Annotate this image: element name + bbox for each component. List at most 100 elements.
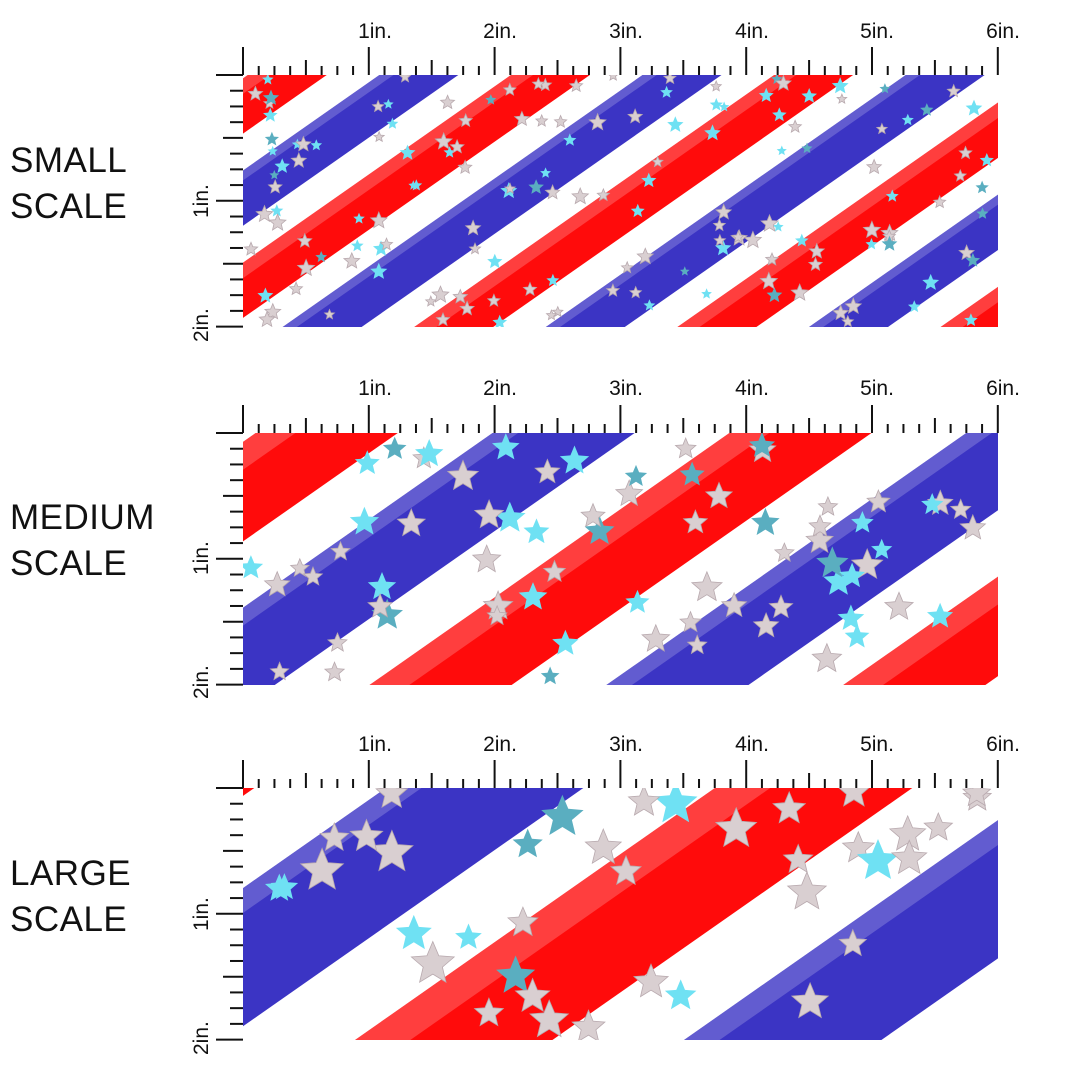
scale-label-line2: SCALE: [10, 187, 128, 226]
star-light-blue-icon: [844, 623, 870, 648]
star-light-blue-icon: [518, 582, 548, 610]
star-glitter-icon: [268, 213, 287, 231]
star-teal-icon: [382, 436, 407, 459]
star-light-blue-icon: [257, 287, 274, 303]
panel-large-scale: LARGE SCALE 1in. 2in. 3in. 4in. 5in. 6in…: [0, 713, 1080, 1069]
star-light-blue-icon: [552, 629, 579, 655]
star-glitter-icon: [782, 843, 814, 874]
star-glitter-icon: [446, 459, 480, 491]
star-teal-icon: [801, 142, 813, 154]
ruler-label-3in: 3in.: [609, 733, 643, 756]
star-glitter-icon: [949, 498, 972, 520]
star-glitter-icon: [534, 113, 549, 127]
star-teal-icon: [496, 955, 536, 993]
star-teal-icon: [624, 464, 648, 486]
star-glitter-icon: [473, 997, 505, 1027]
star-light-blue-icon: [921, 493, 944, 515]
star-glitter-icon: [760, 213, 779, 232]
ruler-label-1in-vertical: 1in.: [190, 184, 213, 218]
star-teal-icon: [485, 94, 497, 105]
star-glitter-icon: [396, 508, 427, 537]
star-light-blue-icon: [851, 511, 874, 533]
star-light-blue-icon: [559, 445, 590, 474]
star-glitter-icon: [807, 256, 824, 271]
star-glitter-icon: [836, 93, 848, 104]
star-teal-icon: [679, 461, 705, 486]
star-light-blue-icon: [494, 501, 526, 532]
star-glitter-icon: [323, 308, 336, 320]
star-glitter-icon: [743, 230, 763, 249]
star-teal-icon: [264, 131, 279, 146]
star-teal-icon: [512, 828, 543, 858]
star-glitter-icon: [608, 75, 618, 81]
star-teal-icon: [541, 794, 584, 835]
ruler-label-6in: 6in.: [986, 733, 1020, 756]
star-teal-icon: [965, 252, 981, 267]
star-glitter-icon: [439, 94, 456, 110]
star-glitter-icon: [674, 437, 697, 459]
star-light-blue-icon: [709, 98, 723, 111]
star-glitter-icon: [299, 847, 345, 890]
stripe-group: [243, 788, 998, 1040]
pattern-svg: [243, 75, 998, 327]
star-glitter-icon: [513, 110, 531, 127]
star-glitter-icon: [817, 495, 839, 516]
ruler-label-1in-vertical: 1in.: [190, 897, 213, 931]
star-glitter-icon: [458, 112, 474, 128]
star-glitter-icon: [787, 119, 803, 133]
star-light-blue-icon: [373, 240, 390, 256]
star-glitter-icon: [319, 821, 350, 852]
scale-label: LARGE SCALE: [10, 851, 131, 943]
star-glitter-icon: [764, 251, 780, 266]
star-light-blue-icon: [758, 87, 774, 102]
star-light-blue-icon: [964, 313, 978, 326]
ruler-label-5in: 5in.: [860, 377, 894, 400]
star-glitter-icon: [342, 251, 361, 269]
star-glitter-icon: [542, 559, 567, 582]
star-light-blue-icon: [823, 565, 854, 595]
ruler-label-2in-vertical: 2in.: [190, 1021, 213, 1055]
star-glitter-icon: [296, 232, 313, 248]
star-teal-icon: [976, 207, 989, 219]
ruler-label-1in: 1in.: [358, 733, 392, 756]
fabric-swatch: [243, 788, 998, 1040]
star-teal-icon: [879, 83, 891, 94]
star-light-blue-icon: [837, 604, 865, 630]
star-glitter-icon: [410, 940, 456, 984]
star-teal-icon: [975, 180, 989, 194]
star-glitter-icon: [890, 839, 928, 875]
star-light-blue-icon: [927, 602, 954, 628]
star-light-blue-icon: [492, 314, 508, 327]
star-glitter-icon: [369, 211, 388, 229]
star-glitter-icon: [471, 544, 502, 573]
ruler-label-3in: 3in.: [609, 20, 643, 43]
star-glitter-icon: [449, 138, 465, 154]
stripe-blue: [243, 433, 998, 685]
star-glitter-icon: [551, 305, 564, 318]
star-glitter-icon: [759, 271, 779, 290]
ruler-label-2in-vertical: 2in.: [190, 665, 213, 699]
star-light-blue-icon: [415, 439, 444, 467]
star-teal-icon: [262, 89, 280, 105]
star-glitter-icon: [584, 828, 623, 865]
pattern-svg: [243, 433, 998, 685]
star-glitter-icon: [768, 594, 794, 619]
star-glitter-icon: [805, 525, 834, 553]
star-light-blue-icon: [487, 253, 503, 269]
panel-small-scale: SMALL SCALE 1in. 2in. 3in. 4in. 5in. 6in…: [0, 0, 1080, 356]
star-glitter-icon: [323, 661, 346, 682]
star-light-blue-icon: [667, 116, 684, 132]
star-glitter-icon: [464, 219, 482, 236]
pattern-svg: [243, 788, 998, 1040]
star-glitter-icon: [865, 158, 883, 175]
star-glitter-icon: [288, 281, 304, 296]
star-light-blue-icon: [839, 562, 865, 588]
star-glitter-icon: [946, 83, 961, 98]
stripe-group: [243, 75, 998, 327]
star-glitter-icon: [752, 611, 780, 638]
star-teal-icon: [540, 666, 560, 685]
scale-label-line2: SCALE: [10, 900, 128, 939]
star-light-blue-icon: [718, 101, 730, 112]
star-light-blue-icon: [349, 506, 380, 535]
star-teal-icon: [269, 170, 280, 180]
